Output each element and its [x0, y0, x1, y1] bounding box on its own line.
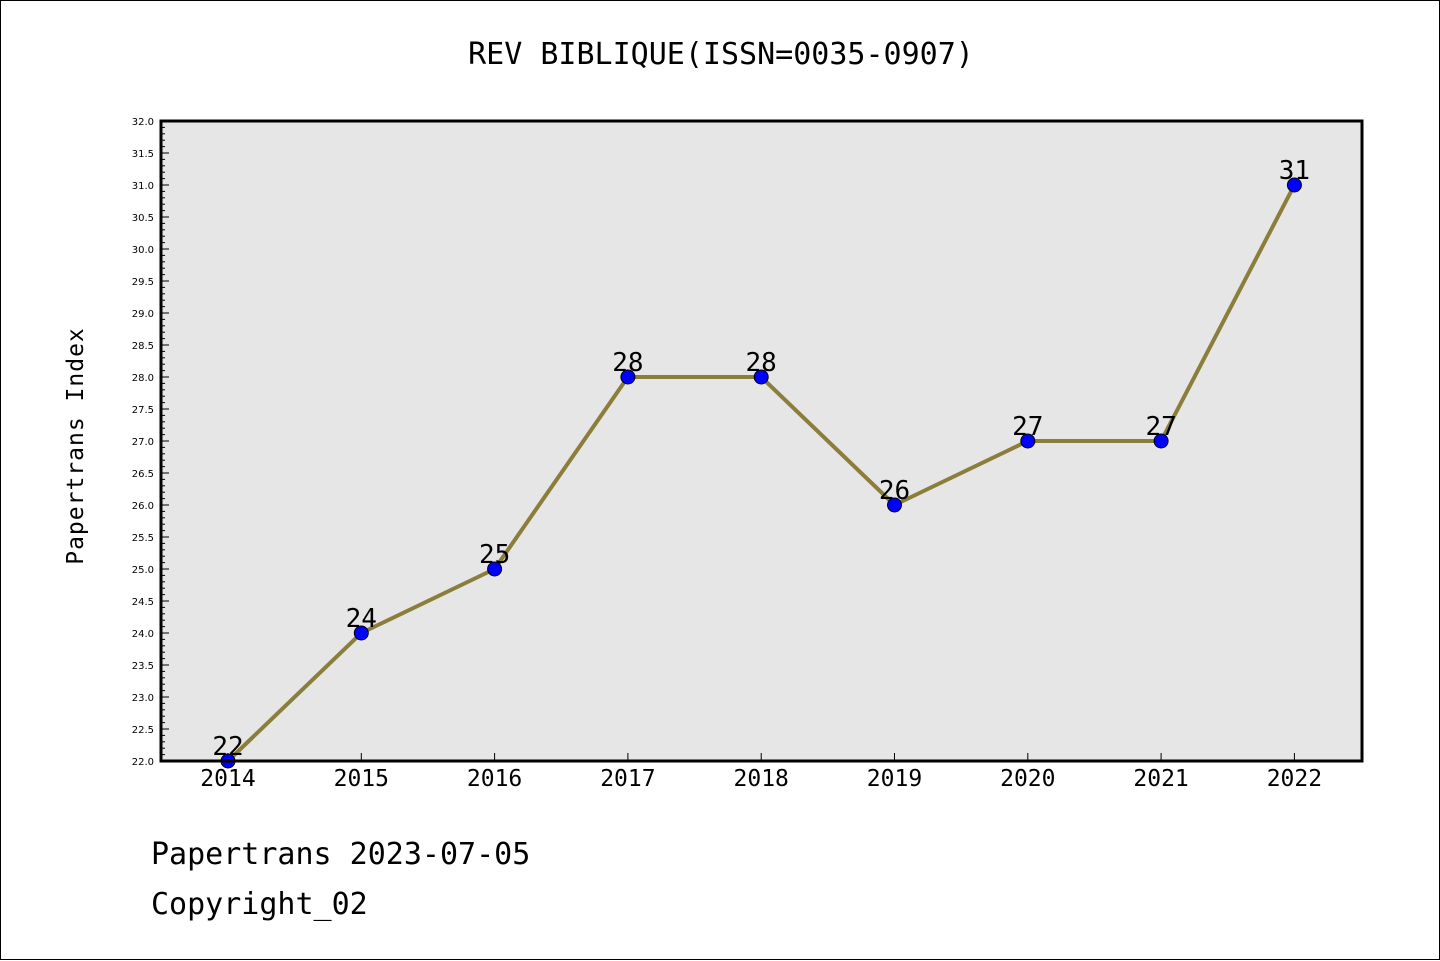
y-tick-label: 24.0 [132, 629, 154, 640]
y-tick-label: 28.0 [132, 373, 154, 384]
y-tick-label: 27.0 [132, 437, 154, 448]
y-tick-label: 29.0 [132, 309, 154, 320]
y-tick-label: 30.5 [132, 213, 154, 224]
data-label: 28 [746, 348, 777, 378]
footer-date: Papertrans 2023-07-05 [151, 837, 531, 872]
data-point [1020, 433, 1036, 449]
y-tick-label: 31.5 [132, 149, 154, 160]
chart-title: REV BIBLIQUE(ISSN=0035-0907) [468, 37, 974, 72]
data-point [1286, 177, 1302, 193]
data-label: 24 [346, 604, 377, 634]
data-label: 26 [879, 476, 910, 506]
y-tick-label: 25.5 [132, 533, 154, 544]
y-tick-label: 30.0 [132, 245, 154, 256]
x-tick-label: 2018 [734, 766, 789, 792]
data-point [620, 369, 636, 385]
y-tick-label: 24.5 [132, 597, 154, 608]
y-tick-label: 28.5 [132, 341, 154, 352]
y-tick-label: 22.5 [132, 725, 154, 736]
y-tick-label: 22.0 [132, 757, 154, 768]
data-label: 31 [1279, 156, 1310, 186]
y-tick-label: 25.0 [132, 565, 154, 576]
x-tick-label: 2015 [334, 766, 389, 792]
data-point [887, 497, 902, 513]
data-label: 27 [1145, 412, 1176, 442]
x-tick-label: 2017 [600, 766, 655, 792]
y-tick-label: 29.5 [132, 277, 154, 288]
footer-copyright: Copyright_02 [151, 887, 368, 922]
x-tick-label: 2014 [200, 766, 255, 792]
y-tick-label: 27.5 [132, 405, 154, 416]
data-point [1153, 433, 1169, 449]
data-label: 28 [612, 348, 643, 378]
y-tick-label: 26.0 [132, 501, 154, 512]
data-label: 22 [212, 732, 243, 762]
data-label: 27 [1012, 412, 1043, 442]
data-point [487, 561, 503, 577]
y-tick-label: 23.0 [132, 693, 154, 704]
y-tick-label: 32.0 [132, 117, 154, 128]
x-tick-label: 2020 [1000, 766, 1055, 792]
data-label: 25 [479, 540, 510, 570]
x-tick-label: 2016 [467, 766, 522, 792]
plot-area [161, 121, 1362, 761]
y-tick-label: 23.5 [132, 661, 154, 672]
y-tick-label: 26.5 [132, 469, 154, 480]
data-point [753, 369, 769, 385]
x-tick-label: 2022 [1267, 766, 1322, 792]
data-point [353, 625, 369, 641]
plot-border [159, 119, 1364, 763]
y-tick-label: 31.0 [132, 181, 154, 192]
x-tick-label: 2021 [1133, 766, 1188, 792]
x-tick-label: 2019 [867, 766, 922, 792]
